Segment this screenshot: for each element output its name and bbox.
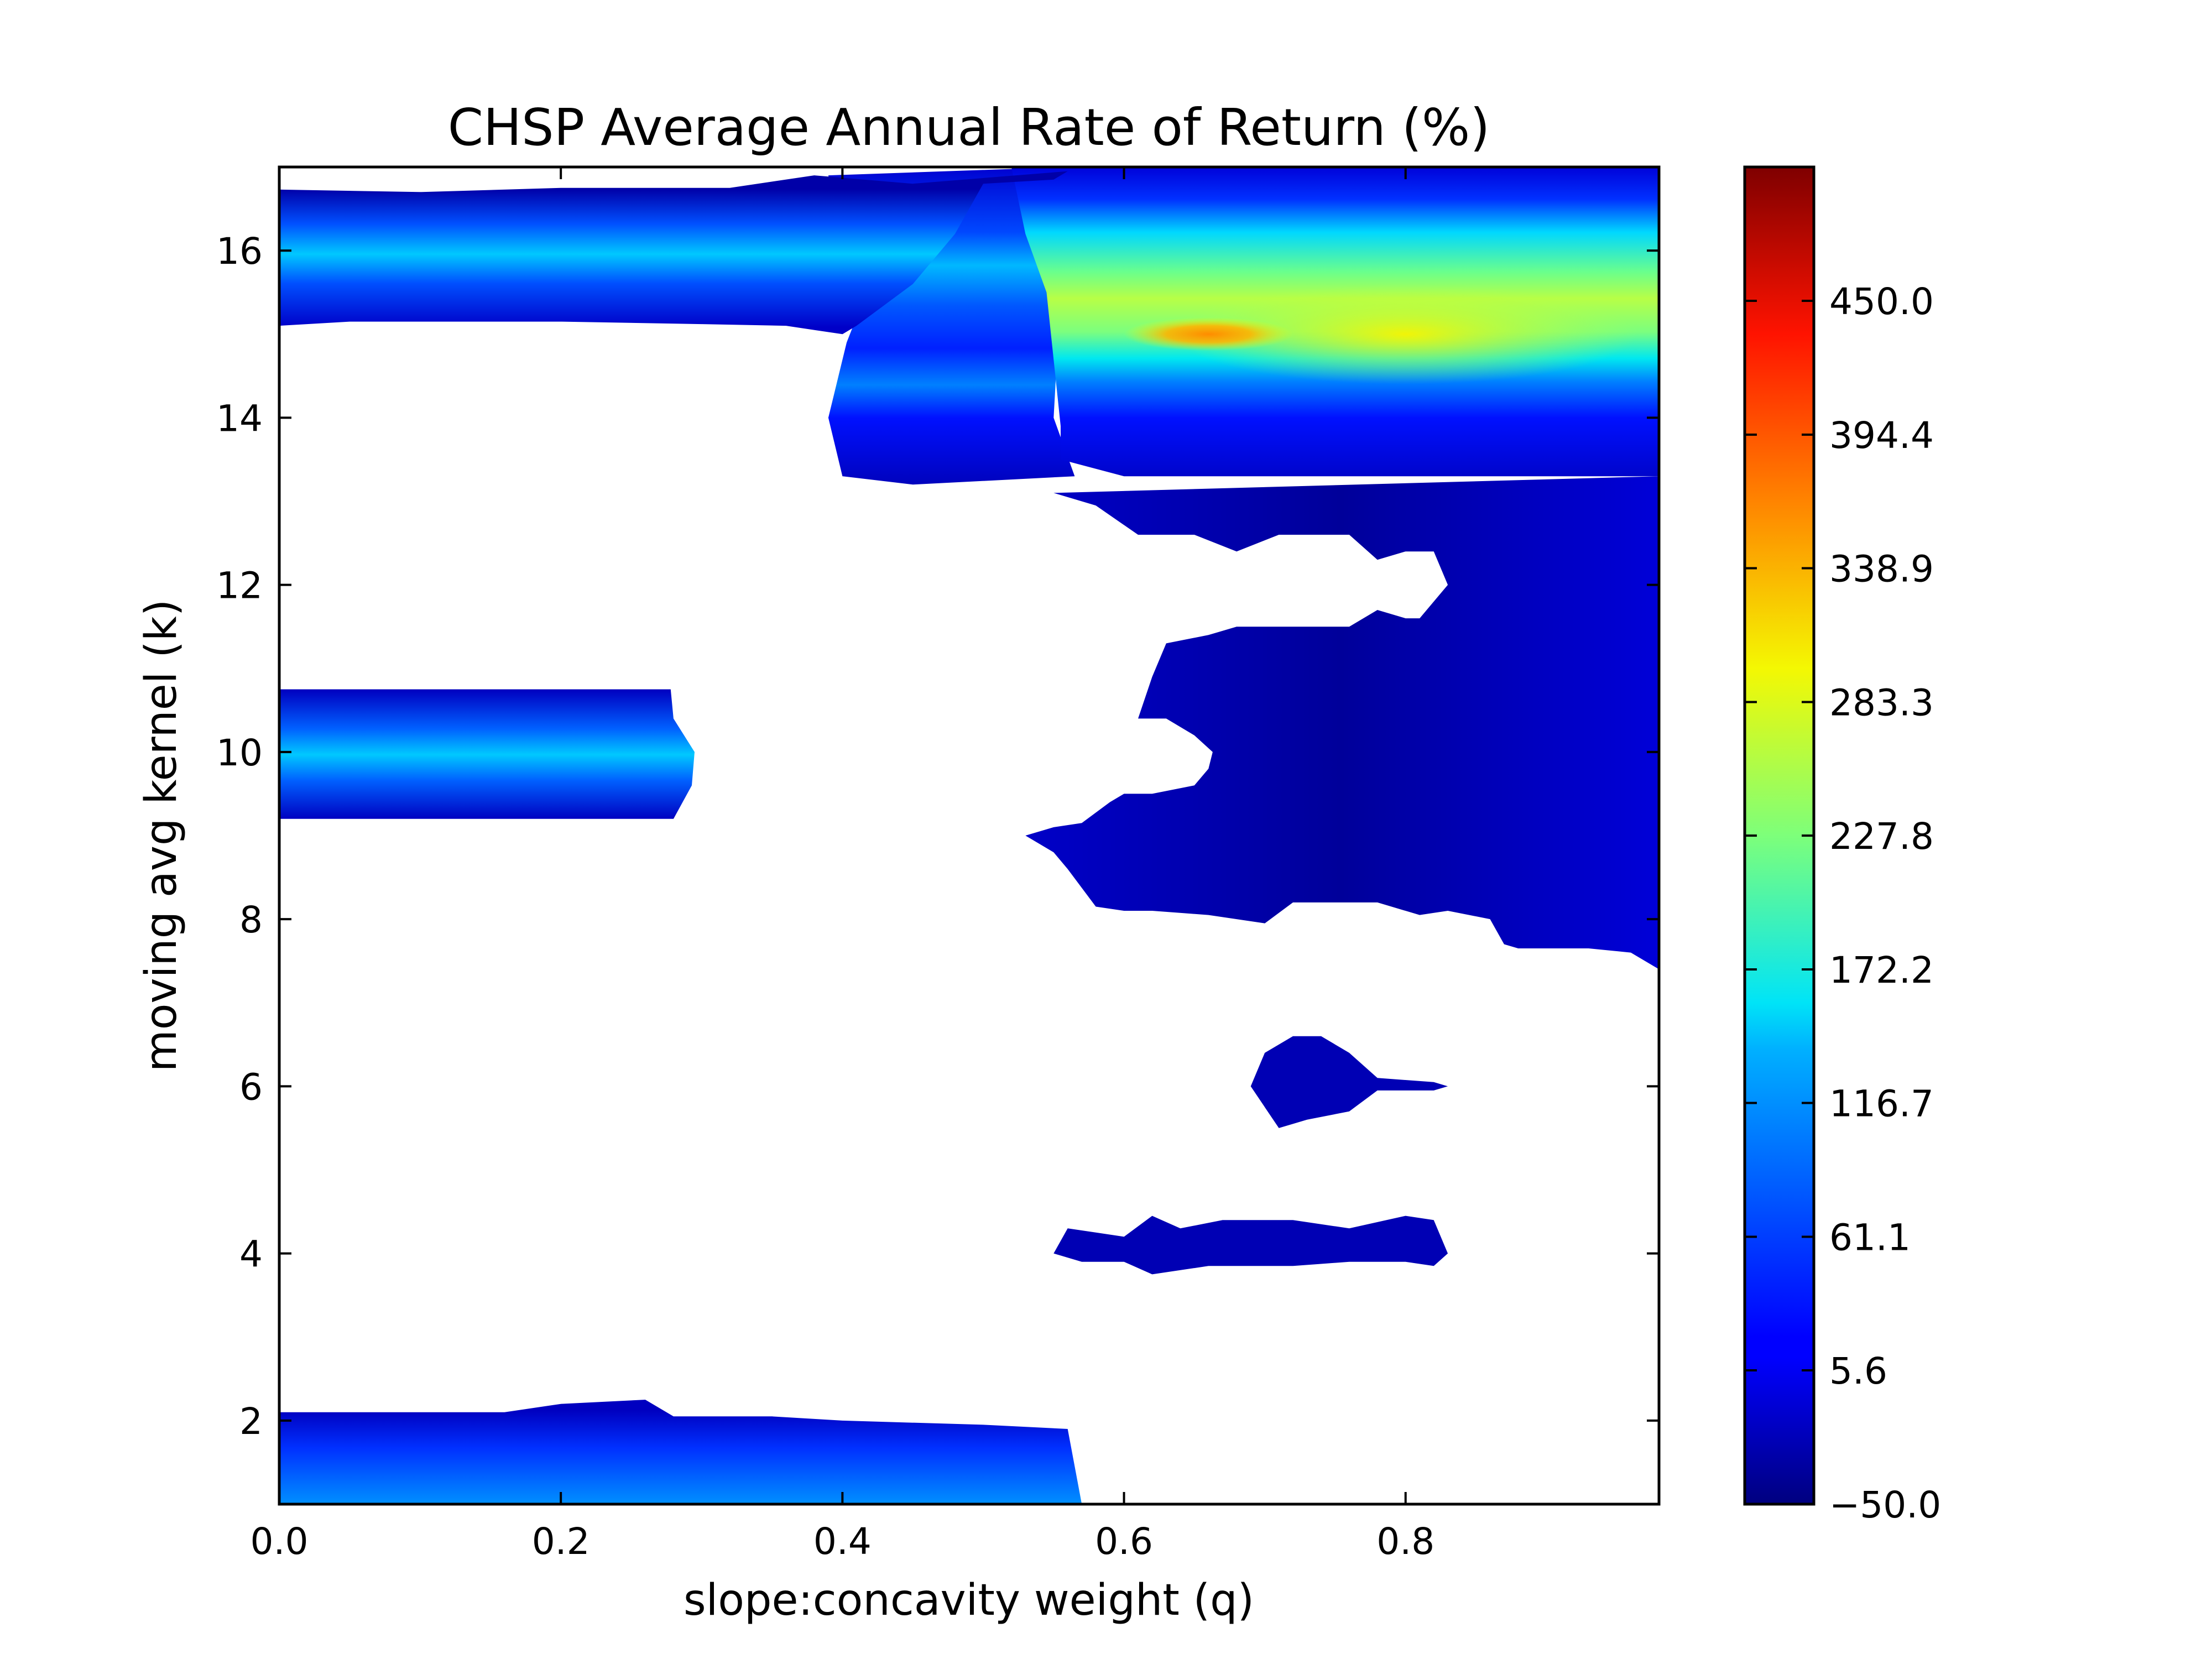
x-tick-label: 0.4 (813, 1520, 872, 1563)
x-tick-label: 0.8 (1376, 1520, 1434, 1563)
y-tick-label: 16 (216, 230, 263, 273)
contour-regions (279, 167, 1659, 1504)
x-axis-ticks: 0.0 0.2 0.4 0.6 0.8 (251, 167, 1434, 1563)
colorbar-tick-label: 5.6 (1829, 1350, 1887, 1392)
x-axis-label: slope:concavity weight (q) (684, 1575, 1254, 1625)
colorbar-tick-label: −50.0 (1829, 1484, 1941, 1526)
colorbar-tick-label: 283.3 (1829, 681, 1934, 724)
y-tick-label: 14 (216, 397, 263, 440)
colorbar-ticks: −50.0 5.6 61.1 116.7 172.2 227.8 283.3 338.9 394… (1745, 280, 1941, 1526)
y-axis-ticks: 2 4 6 8 10 12 14 16 (216, 230, 1659, 1443)
y-tick-label: 8 (239, 899, 263, 941)
region-k4-blob (1053, 1215, 1448, 1275)
region-bottom-band (279, 1400, 1082, 1504)
y-axis-label: moving avg kernel (k) (137, 599, 186, 1072)
colorbar-tick-label: 227.8 (1829, 815, 1934, 858)
y-tick-label: 10 (216, 732, 263, 774)
y-tick-label: 4 (239, 1233, 263, 1276)
region-k10-band (279, 689, 695, 819)
y-tick-label: 12 (216, 565, 263, 607)
colorbar-tick-label: 338.9 (1829, 547, 1934, 590)
colorbar-tick-label: 394.4 (1829, 414, 1934, 457)
x-tick-label: 0.6 (1095, 1520, 1153, 1563)
y-tick-label: 6 (239, 1066, 263, 1108)
plot-frame (278, 165, 1661, 1506)
region-top-band (279, 171, 1068, 335)
region-yellow-band (1173, 284, 1638, 384)
region-hotspot (1124, 317, 1293, 351)
y-tick-label: 2 (239, 1400, 263, 1443)
x-tick-label: 0.0 (251, 1520, 309, 1563)
region-dark-right (1025, 476, 1659, 969)
chart-title: CHSP Average Annual Rate of Return (%) (448, 98, 1490, 157)
x-tick-label: 0.2 (532, 1520, 590, 1563)
colorbar-tick-label: 172.2 (1829, 949, 1934, 992)
colorbar-tick-label: 450.0 (1829, 280, 1934, 323)
colorbar-tick-label: 61.1 (1829, 1216, 1911, 1259)
region-k6-blob (1250, 1036, 1448, 1128)
colorbar-tick-label: 116.7 (1829, 1083, 1934, 1125)
